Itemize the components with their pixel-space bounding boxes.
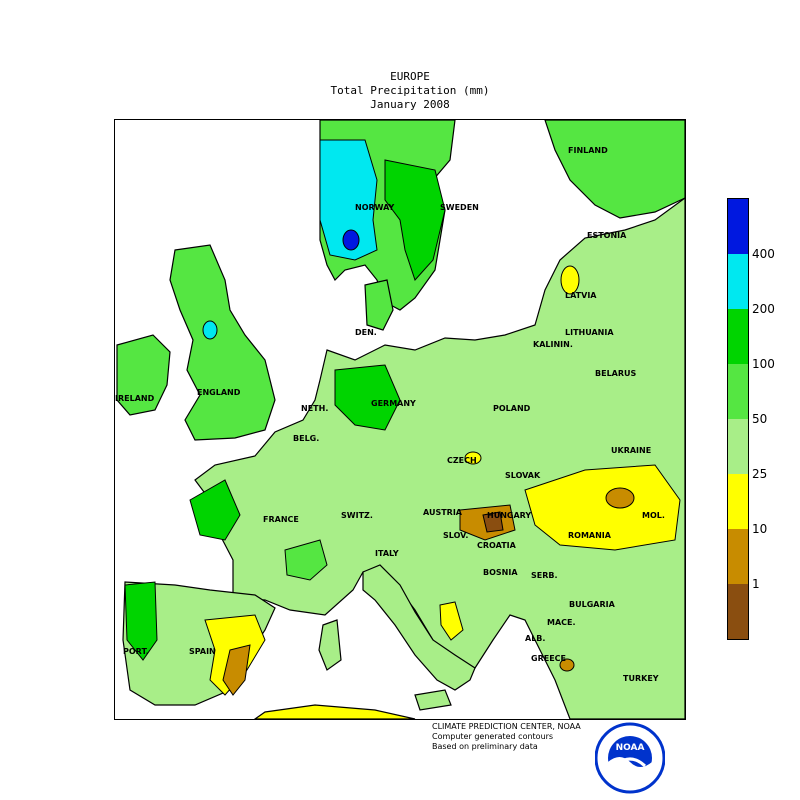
land-base bbox=[116, 120, 685, 719]
label-england: ENGLAND bbox=[197, 388, 241, 397]
noaa-logo-text: NOAA bbox=[616, 743, 645, 753]
country-labels: FINLAND NORWAY SWEDEN ESTONIA LATVIA LIT… bbox=[115, 146, 665, 683]
legend-label: 100 bbox=[752, 357, 775, 371]
label-greece: GREECE bbox=[531, 654, 566, 663]
label-czech: CZECH bbox=[447, 456, 477, 465]
legend-swatch bbox=[728, 364, 748, 419]
label-ukraine: UKRAINE bbox=[611, 446, 651, 455]
legend-label: 10 bbox=[752, 522, 768, 536]
label-estonia: ESTONIA bbox=[587, 231, 627, 240]
legend-swatch bbox=[728, 199, 748, 254]
label-france: FRANCE bbox=[263, 515, 299, 524]
label-portugal: PORT. bbox=[123, 647, 149, 656]
legend-labels: 400 200 100 50 25 10 1 bbox=[752, 198, 800, 638]
label-turkey: TURKEY bbox=[623, 674, 659, 683]
map-title: EUROPE bbox=[390, 70, 430, 83]
credit-line: Computer generated contours bbox=[432, 732, 554, 741]
label-sweden: SWEDEN bbox=[440, 203, 479, 212]
map-period: January 2008 bbox=[370, 98, 450, 111]
label-poland: POLAND bbox=[493, 404, 531, 413]
label-belgium: BELG. bbox=[293, 434, 319, 443]
label-denmark: DEN. bbox=[355, 328, 377, 337]
label-bulgaria: BULGARIA bbox=[569, 600, 616, 609]
legend-swatch bbox=[728, 474, 748, 529]
legend-swatch bbox=[728, 419, 748, 474]
label-ireland: IRELAND bbox=[115, 394, 155, 403]
legend-label: 25 bbox=[752, 467, 768, 481]
label-spain: SPAIN bbox=[189, 647, 216, 656]
legend-label: 400 bbox=[752, 247, 775, 261]
credit-line: Based on preliminary data bbox=[432, 742, 538, 751]
legend-swatch bbox=[728, 584, 748, 639]
label-romania: ROMANIA bbox=[568, 531, 612, 540]
label-slovenia: SLOV. bbox=[443, 531, 468, 540]
map-title-block: EUROPE Total Precipitation (mm) January … bbox=[300, 70, 520, 112]
label-finland: FINLAND bbox=[568, 146, 608, 155]
label-croatia: CROATIA bbox=[477, 541, 517, 550]
label-norway: NORWAY bbox=[355, 203, 395, 212]
legend-label: 200 bbox=[752, 302, 775, 316]
label-latvia: LATVIA bbox=[565, 291, 597, 300]
label-italy: ITALY bbox=[375, 549, 399, 558]
legend-swatch bbox=[728, 309, 748, 364]
label-austria: AUSTRIA bbox=[423, 508, 463, 517]
map-svg: FINLAND NORWAY SWEDEN ESTONIA LATVIA LIT… bbox=[115, 120, 685, 719]
label-moldova: MOL. bbox=[642, 511, 665, 520]
label-slovakia: SLOVAK bbox=[505, 471, 541, 480]
label-hungary: HUNGARY bbox=[487, 511, 531, 520]
dry-zones bbox=[204, 265, 681, 696]
label-switzerland: SWITZ. bbox=[341, 511, 373, 520]
label-macedonia: MACE. bbox=[547, 618, 576, 627]
precipitation-legend bbox=[727, 198, 749, 640]
label-germany: GERMANY bbox=[371, 399, 416, 408]
map-subtitle: Total Precipitation (mm) bbox=[330, 84, 490, 97]
label-serbia: SERB. bbox=[531, 571, 558, 580]
label-bosnia: BOSNIA bbox=[483, 568, 518, 577]
credits: CLIMATE PREDICTION CENTER, NOAA Computer… bbox=[432, 722, 581, 752]
credit-line: CLIMATE PREDICTION CENTER, NOAA bbox=[432, 722, 581, 731]
legend-swatch bbox=[728, 529, 748, 584]
label-netherlands: NETH. bbox=[301, 404, 328, 413]
label-belarus: BELARUS bbox=[595, 369, 637, 378]
wet-zones bbox=[124, 139, 446, 661]
label-lithuania: LITHUANIA bbox=[565, 328, 614, 337]
precipitation-map: FINLAND NORWAY SWEDEN ESTONIA LATVIA LIT… bbox=[114, 119, 686, 720]
legend-label: 1 bbox=[752, 577, 760, 591]
legend-swatch bbox=[728, 254, 748, 309]
label-kaliningrad: KALININ. bbox=[533, 340, 573, 349]
legend-label: 50 bbox=[752, 412, 768, 426]
label-albania: ALB. bbox=[525, 634, 545, 643]
noaa-seal-icon: NOAA bbox=[594, 722, 666, 798]
